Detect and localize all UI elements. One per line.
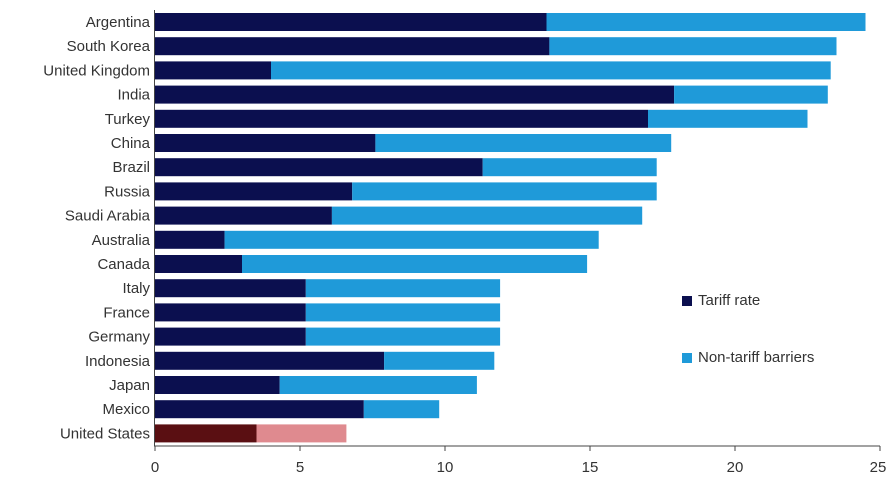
bar-tariff-australia bbox=[155, 230, 225, 249]
bar-tariff-united-states bbox=[155, 424, 257, 443]
bar-tariff-india bbox=[155, 85, 675, 104]
x-tick-label: 5 bbox=[296, 459, 304, 476]
bar-nontariff-russia bbox=[352, 182, 657, 201]
bar-tariff-canada bbox=[155, 255, 242, 273]
bar-nontariff-united-states bbox=[256, 424, 347, 443]
x-axis: 0 5 10 15 20 25 bbox=[151, 10, 887, 476]
category-label: Indonesia bbox=[85, 353, 151, 370]
legend-label-nontariff: Non-tariff barriers bbox=[698, 349, 815, 366]
bar-nontariff-indonesia bbox=[384, 351, 495, 370]
bar-nontariff-germany bbox=[305, 327, 501, 346]
bar-nontariff-japan bbox=[279, 376, 477, 394]
category-label: Brazil bbox=[112, 159, 150, 176]
bar-nontariff-argentina bbox=[546, 13, 866, 31]
x-tick-label: 20 bbox=[727, 459, 744, 476]
bar-tariff-argentina bbox=[155, 13, 547, 31]
bar-tariff-china bbox=[155, 134, 376, 152]
x-tick-label: 25 bbox=[870, 459, 887, 476]
bar-tariff-saudi-arabia bbox=[155, 206, 332, 225]
category-label: Japan bbox=[109, 377, 150, 394]
bar-nontariff-united-kingdom bbox=[271, 61, 831, 80]
category-label: Canada bbox=[97, 256, 150, 273]
x-tick-label: 0 bbox=[151, 459, 159, 476]
bar-tariff-brazil bbox=[155, 158, 483, 177]
bar-nontariff-south-korea bbox=[549, 37, 837, 56]
category-label: Saudi Arabia bbox=[65, 208, 151, 225]
bar-tariff-japan bbox=[155, 376, 280, 394]
category-label: Germany bbox=[88, 329, 150, 346]
bar-nontariff-australia bbox=[224, 230, 599, 249]
category-label: Argentina bbox=[86, 14, 151, 31]
category-label: Italy bbox=[122, 280, 150, 297]
category-label: France bbox=[103, 304, 150, 321]
category-label: Turkey bbox=[105, 111, 151, 128]
bar-nontariff-india bbox=[674, 85, 828, 104]
bar-tariff-germany bbox=[155, 327, 306, 346]
category-label: Russia bbox=[104, 183, 151, 200]
category-label: Mexico bbox=[102, 401, 150, 418]
category-label: South Korea bbox=[67, 38, 151, 55]
bar-tariff-indonesia bbox=[155, 351, 385, 370]
legend-label-tariff: Tariff rate bbox=[698, 292, 761, 309]
bar-nontariff-saudi-arabia bbox=[331, 206, 643, 225]
bar-nontariff-italy bbox=[305, 279, 501, 298]
bar-tariff-italy bbox=[155, 279, 306, 298]
tariff-swatch bbox=[682, 295, 692, 306]
bar-tariff-mexico bbox=[155, 400, 364, 419]
nontariff-swatch bbox=[682, 352, 692, 363]
bar-nontariff-france bbox=[305, 303, 501, 322]
bar-tariff-turkey bbox=[155, 109, 648, 128]
legend-item-nontariff: Non-tariff barriers bbox=[682, 349, 814, 366]
bar-tariff-united-kingdom bbox=[155, 61, 271, 80]
bar-tariff-russia bbox=[155, 182, 353, 201]
bar-nontariff-china bbox=[375, 134, 672, 152]
bar-tariff-france bbox=[155, 303, 306, 322]
bar-nontariff-canada bbox=[242, 255, 588, 273]
category-label: India bbox=[117, 87, 150, 104]
category-label: United Kingdom bbox=[43, 62, 150, 79]
bar-nontariff-mexico bbox=[363, 400, 440, 419]
bar-nontariff-turkey bbox=[648, 109, 808, 128]
legend-item-tariff: Tariff rate bbox=[682, 292, 760, 309]
x-tick-label: 15 bbox=[582, 459, 599, 476]
category-labels: Argentina South Korea United Kingdom India T… bbox=[43, 14, 150, 442]
category-label: Australia bbox=[92, 232, 151, 249]
category-label: China bbox=[111, 135, 151, 152]
category-label: United States bbox=[60, 425, 150, 442]
bar-tariff-south-korea bbox=[155, 37, 550, 56]
bar-nontariff-brazil bbox=[482, 158, 657, 177]
x-tick-label: 10 bbox=[437, 459, 454, 476]
bar-group bbox=[155, 13, 866, 443]
